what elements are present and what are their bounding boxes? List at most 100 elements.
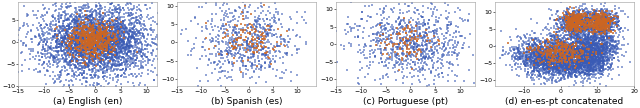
Point: [575, 43, 586, 45]
Point: [540, 64, 550, 66]
Point: [65, 32, 76, 34]
Point: [232, 52, 243, 54]
Point: [549, 55, 559, 56]
Point: [96, 52, 106, 53]
Point: [103, 2, 113, 3]
Point: [65, 35, 76, 37]
Point: [238, 12, 248, 14]
Point: [586, 26, 596, 28]
Point: [102, 49, 113, 51]
Point: [509, 50, 519, 51]
Point: [586, 66, 596, 68]
Point: [577, 42, 588, 44]
Point: [607, 17, 618, 19]
Point: [582, 20, 593, 21]
Point: [113, 74, 123, 76]
Point: [127, 58, 137, 60]
Point: [100, 30, 110, 32]
Point: [597, 29, 607, 31]
Point: [394, 69, 404, 71]
Point: [107, 36, 117, 38]
Point: [554, 56, 564, 58]
Point: [570, 46, 580, 48]
Point: [88, 65, 98, 67]
Point: [549, 52, 559, 54]
Point: [582, 50, 592, 52]
Point: [575, 20, 586, 21]
Point: [581, 60, 591, 62]
Point: [587, 24, 597, 26]
Point: [543, 58, 554, 59]
Point: [57, 28, 67, 29]
Point: [99, 24, 109, 26]
Point: [609, 37, 619, 39]
Point: [587, 44, 597, 46]
Point: [230, 26, 241, 28]
Point: [95, 29, 106, 30]
Point: [601, 45, 611, 47]
Point: [85, 36, 95, 37]
Point: [111, 42, 121, 44]
Point: [113, 24, 123, 26]
Point: [263, 56, 273, 57]
Point: [564, 60, 574, 61]
Point: [90, 34, 100, 35]
Point: [375, 79, 385, 80]
Point: [56, 5, 67, 6]
Point: [429, 25, 440, 26]
Point: [46, 54, 56, 56]
Point: [134, 38, 144, 40]
Point: [586, 60, 596, 62]
Point: [556, 55, 566, 56]
Point: [595, 30, 605, 32]
Point: [547, 47, 557, 48]
Point: [595, 16, 605, 18]
Point: [596, 28, 607, 30]
Point: [213, 30, 223, 32]
Point: [579, 29, 589, 30]
Point: [367, 49, 377, 51]
Point: [596, 22, 606, 23]
Point: [404, 52, 414, 54]
Point: [611, 23, 621, 25]
Point: [84, 60, 95, 61]
Point: [72, 26, 83, 27]
Point: [106, 49, 116, 51]
Point: [564, 24, 575, 25]
Point: [570, 24, 580, 26]
Point: [593, 54, 604, 56]
Point: [421, 28, 431, 30]
Point: [595, 33, 605, 35]
Point: [74, 28, 84, 30]
Point: [37, 56, 47, 58]
Point: [548, 54, 558, 56]
Point: [552, 61, 563, 63]
Point: [538, 46, 548, 48]
Point: [567, 55, 577, 57]
Point: [557, 65, 567, 67]
Point: [74, 72, 84, 73]
Point: [60, 65, 70, 66]
Point: [548, 55, 558, 57]
Point: [37, 53, 47, 55]
Point: [575, 15, 585, 17]
Point: [254, 49, 264, 51]
Point: [534, 71, 544, 73]
Point: [269, 34, 280, 36]
Point: [525, 57, 535, 59]
Point: [612, 15, 622, 17]
Point: [396, 66, 406, 68]
Point: [70, 57, 81, 58]
Point: [572, 51, 582, 52]
Point: [230, 38, 241, 40]
Point: [577, 28, 587, 30]
Point: [554, 71, 564, 72]
Point: [516, 55, 527, 57]
Point: [590, 51, 600, 52]
Point: [61, 59, 71, 61]
Point: [564, 27, 574, 28]
Point: [543, 51, 553, 52]
Point: [123, 50, 133, 51]
Point: [36, 28, 47, 30]
Point: [582, 46, 592, 48]
